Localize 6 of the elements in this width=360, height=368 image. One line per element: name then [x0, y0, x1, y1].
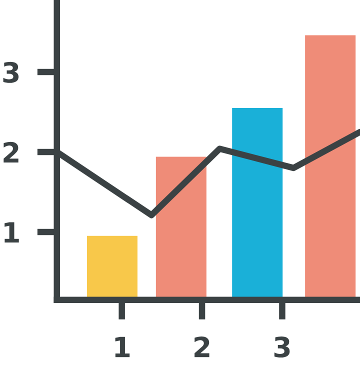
y-tick-label: 1 [4, 222, 19, 242]
y-tick-label: 3 [3, 62, 19, 83]
x-tick-label: 3 [274, 336, 290, 358]
y-tick-label: 2 [4, 142, 18, 163]
x-tick-label: 2 [194, 336, 210, 358]
x-tick-label: 1 [115, 336, 130, 358]
